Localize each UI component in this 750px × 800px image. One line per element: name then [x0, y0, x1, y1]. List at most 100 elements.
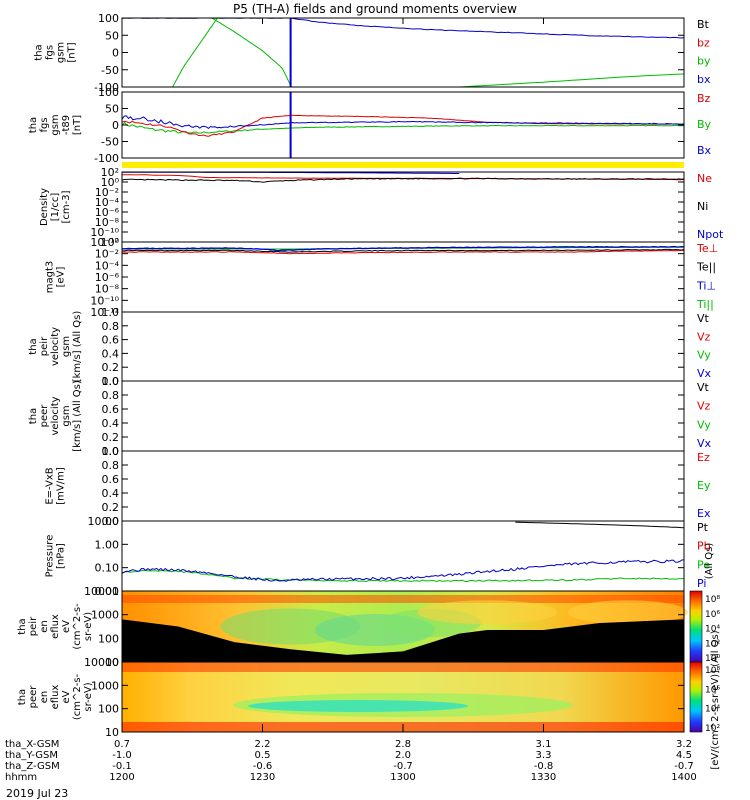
ylabel-line: magt3: [45, 261, 56, 294]
colorbar-tick-label: 10⁴: [705, 625, 720, 635]
ylabel-line: [nT]: [72, 115, 83, 135]
ytick-label: 1.0: [102, 445, 120, 458]
legend-label-peer-velocity: Vz: [697, 400, 711, 413]
legend-label-pressure: Pi: [697, 577, 706, 590]
ylabel-line: sr-eV): [83, 682, 94, 711]
legend-label-efield: Ex: [697, 507, 711, 520]
colorbar-peir-eflux: [689, 590, 703, 663]
series-fgs-by-segment-2: [211, 17, 292, 86]
panel-frame-efield: [121, 450, 685, 522]
ytick-label: 0.6: [102, 403, 120, 416]
colorbar-tick-label: 10²: [705, 639, 720, 649]
ylabel-line: [km/s] (All Qs): [72, 380, 83, 452]
xaxis-row-label: tha_Z-GSM: [5, 761, 60, 772]
series-dc-bx: [121, 115, 685, 130]
panel-frame-density: [121, 171, 685, 243]
legend-label-fgs-gsm-dc: By: [697, 118, 712, 131]
xtick-label: 3.1: [536, 739, 552, 750]
series-dc-bz: [121, 114, 685, 137]
ytick-label: 10⁻⁴: [95, 259, 120, 272]
legend-label-temperature: Te||: [696, 261, 716, 274]
panel-frame-fgs-gsm-dc: [121, 91, 685, 159]
xaxis-row-label: tha_X-GSM: [5, 739, 59, 750]
ylabel-line: (cm^2-s-: [72, 673, 83, 720]
series-fgs-by-segment-3: [459, 73, 685, 88]
ytick-label: 0.2: [102, 431, 120, 444]
ytick-label: -50: [101, 136, 119, 149]
legend-label-fgs-gsm: bz: [697, 36, 710, 49]
ylabel-line: [eV]: [56, 267, 67, 288]
legend-label-peir-velocity: Vz: [697, 330, 711, 343]
legend-label-pressure: Pb: [697, 540, 711, 553]
ytick-label: 10⁻²: [95, 248, 119, 261]
series-pe: [121, 569, 684, 583]
ytick-label: 10000: [84, 656, 119, 669]
legend-label-peer-velocity: Vt: [697, 381, 710, 394]
ylabel-line: [nPa]: [56, 543, 67, 569]
legend-label-fgs-gsm: bx: [697, 73, 711, 86]
xtick-label: 3.3: [536, 750, 552, 761]
xtick-label: 1300: [390, 772, 415, 783]
legend-label-density: Ne: [697, 172, 712, 185]
ytick-label: 10000: [84, 585, 119, 598]
xtick-label: -0.7: [393, 761, 413, 772]
ytick-label: 0.01: [95, 585, 120, 598]
ylabel-line: en: [39, 620, 50, 633]
xtick-label: 3.2: [676, 739, 692, 750]
ytick-label: 0.0: [102, 375, 120, 388]
colorbar-units-label: [eV/(cm^2-s-sr-eV)] (All Qs): [710, 630, 721, 769]
xtick-label: 2.2: [255, 739, 271, 750]
legend-label-pressure: Pt: [697, 521, 709, 534]
ylabel-line: tha: [34, 44, 45, 60]
ylabel-line: peir: [28, 616, 39, 636]
legend-label-efield: Ey: [697, 479, 711, 492]
ytick-label: 0.4: [102, 487, 120, 500]
spectrogram-peir-highflux-band: [122, 595, 684, 603]
date-label: 2019 Jul 23: [6, 787, 68, 800]
legend-label-density: Npot: [697, 228, 724, 241]
ytick-label: 0.2: [102, 361, 120, 374]
ytick-label: 0.0: [102, 445, 120, 458]
ytick-label: 0.6: [102, 473, 120, 486]
ytick-label: 50: [105, 29, 119, 42]
spectrogram-peir-patch-4: [567, 600, 688, 625]
legend-label-temperature: Te⊥: [696, 242, 718, 255]
ytick-label: 10⁻¹⁰: [90, 294, 119, 307]
ytick-label: 10⁻⁸: [95, 216, 120, 229]
ytick-label: 100: [98, 703, 119, 716]
series-te-parallel: [121, 248, 685, 253]
xtick-label: 1230: [250, 772, 275, 783]
ytick-label: 1000: [91, 679, 119, 692]
legend-label-peir-velocity: Vx: [697, 367, 712, 380]
ylabel-line: tha: [17, 618, 28, 634]
ylabel-line: tha: [28, 338, 39, 354]
xtick-label: -0.6: [253, 761, 273, 772]
ytick-label: 0.8: [102, 459, 120, 472]
ylabel-line: gsm: [61, 405, 72, 426]
colorbar-tick-label: 10⁸: [705, 595, 720, 605]
spectrogram-peir: [122, 591, 688, 662]
ylabel-line: fgs: [45, 45, 56, 60]
ylabel-line: [km/s] (All Qs): [72, 311, 83, 383]
colorbar-tick-label: 10⁰: [705, 654, 720, 664]
ylabel-line: gsm: [61, 336, 72, 357]
xtick-label: -1.0: [112, 750, 132, 761]
ylabel-line: gsm: [50, 114, 61, 135]
series-dc-by: [121, 121, 685, 134]
legend-label-temperature: Ti||: [696, 298, 714, 311]
ytick-label: 10.00: [88, 515, 120, 528]
ytick-label: 1000: [91, 609, 119, 622]
ytick-label: 0.4: [102, 347, 120, 360]
ylabel-line: en: [39, 691, 50, 704]
ylabel-line: eV: [61, 690, 72, 703]
spectrogram-peer-top-band: [122, 662, 684, 672]
series-fgs-by-segment-1: [172, 17, 218, 88]
colorbar-tick-label: 10⁶: [705, 610, 720, 620]
spectrogram-peir-no-data-region: [122, 619, 684, 662]
ylabel-line: Density: [39, 188, 50, 226]
ytick-label: 0.0: [102, 515, 120, 528]
ytick-label: 0.10: [95, 562, 120, 575]
legend-label-fgs-gsm-dc: Bz: [697, 92, 711, 105]
